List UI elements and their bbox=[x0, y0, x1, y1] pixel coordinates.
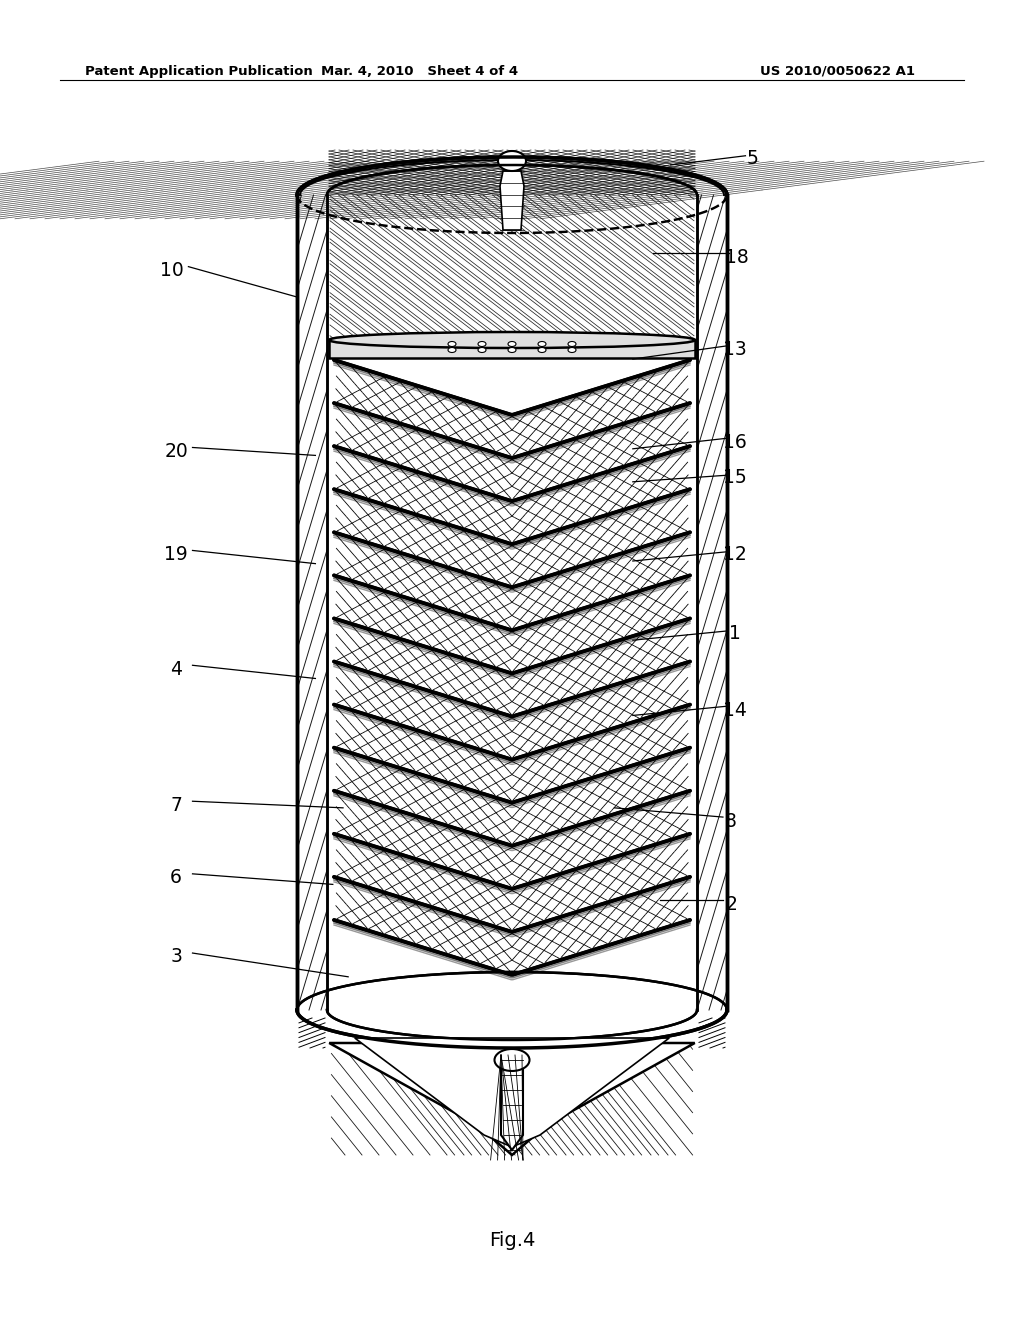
Text: 4: 4 bbox=[170, 660, 182, 678]
Ellipse shape bbox=[538, 347, 546, 352]
Ellipse shape bbox=[329, 333, 695, 348]
Text: 5: 5 bbox=[746, 149, 759, 168]
Text: 13: 13 bbox=[723, 341, 748, 359]
Polygon shape bbox=[329, 341, 695, 358]
Ellipse shape bbox=[498, 150, 526, 172]
Text: 12: 12 bbox=[723, 545, 748, 564]
Text: Patent Application Publication: Patent Application Publication bbox=[85, 65, 312, 78]
Polygon shape bbox=[354, 1038, 670, 1147]
Ellipse shape bbox=[478, 347, 486, 352]
Text: Fig.4: Fig.4 bbox=[488, 1230, 536, 1250]
Text: 10: 10 bbox=[160, 261, 184, 280]
Ellipse shape bbox=[508, 342, 516, 346]
Text: 2: 2 bbox=[725, 895, 737, 913]
Text: Mar. 4, 2010   Sheet 4 of 4: Mar. 4, 2010 Sheet 4 of 4 bbox=[322, 65, 518, 78]
Text: 6: 6 bbox=[170, 869, 182, 887]
Ellipse shape bbox=[449, 342, 456, 346]
Polygon shape bbox=[501, 1060, 523, 1150]
Ellipse shape bbox=[449, 347, 456, 352]
Ellipse shape bbox=[478, 342, 486, 346]
Text: 8: 8 bbox=[725, 812, 737, 830]
Ellipse shape bbox=[538, 342, 546, 346]
Polygon shape bbox=[500, 172, 524, 230]
Text: US 2010/0050622 A1: US 2010/0050622 A1 bbox=[760, 65, 915, 78]
Polygon shape bbox=[330, 1043, 694, 1155]
Ellipse shape bbox=[495, 1049, 529, 1071]
Text: 1: 1 bbox=[729, 624, 741, 643]
Text: 19: 19 bbox=[164, 545, 188, 564]
Text: 14: 14 bbox=[723, 701, 748, 719]
Ellipse shape bbox=[508, 347, 516, 352]
Text: 18: 18 bbox=[725, 248, 750, 267]
Text: 20: 20 bbox=[164, 442, 188, 461]
Text: 7: 7 bbox=[170, 796, 182, 814]
Ellipse shape bbox=[568, 347, 575, 352]
Text: 15: 15 bbox=[723, 469, 748, 487]
Ellipse shape bbox=[568, 342, 575, 346]
Text: 16: 16 bbox=[723, 433, 748, 451]
Text: 3: 3 bbox=[170, 948, 182, 966]
